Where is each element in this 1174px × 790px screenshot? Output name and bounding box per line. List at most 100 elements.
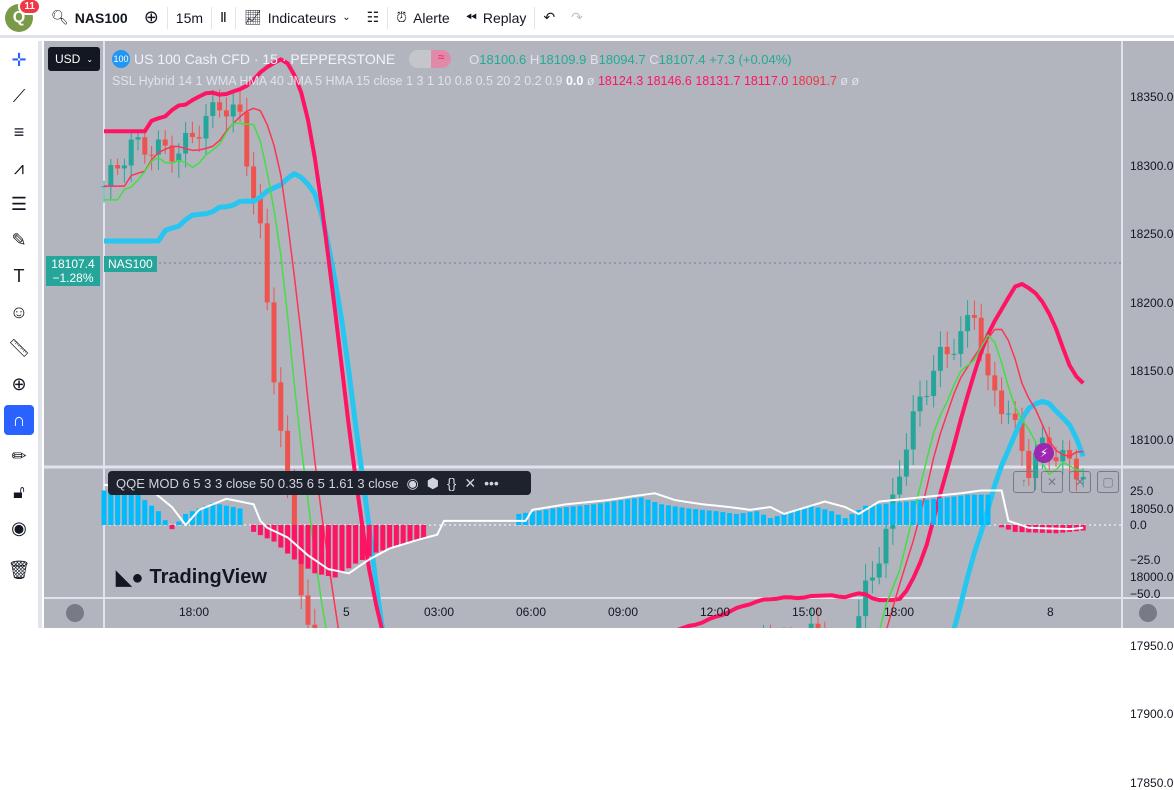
qqe-histogram-bar: [985, 494, 991, 525]
qqe-histogram-bar: [115, 492, 121, 525]
qqe-histogram-bar: [863, 505, 869, 525]
candle-body: [128, 139, 134, 166]
qqe-histogram-bar: [359, 525, 365, 560]
chart-area[interactable]: USD ⌄ 100 US 100 Cash CFD · 15 · PEPPERST…: [44, 41, 1174, 790]
delete-pane-button[interactable]: ✕: [1069, 471, 1091, 493]
notification-badge: 11: [18, 0, 41, 15]
currency-button[interactable]: USD ⌄: [48, 47, 100, 71]
magnet-tool[interactable]: ∩: [4, 405, 34, 435]
chart-type-button[interactable]: Ⅱ: [212, 0, 235, 37]
ssl-label[interactable]: SSL Hybrid 14 1 WMA HMA 40 JMA 5 HMA 15 …: [112, 74, 563, 88]
candle-body: [189, 132, 195, 138]
qqe-histogram-bar: [638, 497, 644, 525]
replay-button[interactable]: ⏪︎ Replay: [458, 0, 535, 37]
qqe-histogram-bar: [829, 511, 835, 525]
qqe-histogram-bar: [958, 495, 964, 525]
pattern-tool[interactable]: ⩘: [13, 157, 25, 178]
eye-icon[interactable]: ◉: [406, 474, 419, 491]
layouts-button[interactable]: ☷: [359, 0, 388, 37]
fib-tool[interactable]: ☰: [10, 193, 28, 214]
qqe-histogram-bar: [176, 521, 182, 525]
qqe-histogram-bar: [380, 525, 386, 551]
qqe-histogram-bar: [815, 507, 821, 525]
qqe-histogram-bar: [155, 511, 161, 525]
compare-button[interactable]: ⊕: [136, 0, 167, 37]
tv-logo-icon: ◣●: [116, 567, 144, 589]
open-value: 18100.6: [479, 51, 527, 67]
qqe-histogram-bar: [162, 520, 168, 525]
qqe-histogram-bar: [183, 513, 189, 525]
undo-button[interactable]: ↶: [535, 0, 563, 37]
qqe-histogram-bar: [346, 525, 352, 569]
maximize-button[interactable]: ▢: [1097, 471, 1119, 493]
ssl-baseline-lower: [104, 171, 1086, 628]
qqe-histogram-bar: [1005, 525, 1011, 530]
interval-button[interactable]: 15m: [168, 0, 211, 37]
qqe-histogram-bar: [733, 513, 739, 525]
qqe-histogram-bar: [101, 490, 107, 525]
move-up-button[interactable]: ↑: [1013, 471, 1035, 493]
close-icon[interactable]: ✕: [464, 474, 477, 491]
qqe-histogram-bar: [618, 500, 624, 525]
channel-tool[interactable]: ≡: [13, 121, 25, 142]
candle-body: [815, 623, 821, 628]
time-tick: 06:00: [516, 605, 547, 619]
alert-button[interactable]: ⏰︎ Alerte: [388, 0, 458, 37]
divider: [166, 6, 168, 29]
brush-tool[interactable]: ✎: [11, 229, 27, 250]
qqe-histogram-bar: [570, 506, 576, 525]
qqe-histogram-bar: [557, 507, 563, 525]
candle-body: [237, 104, 243, 112]
redo-button[interactable]: ↷: [563, 0, 591, 37]
candle-body: [217, 102, 223, 111]
crosshair-tool[interactable]: ✛: [11, 49, 27, 70]
candle-body: [869, 577, 875, 581]
qqe-label[interactable]: QQE MOD 6 5 3 3 close 50 0.35 6 5 1.61 3…: [116, 475, 399, 491]
qqe-histogram-bar: [169, 525, 175, 530]
candle-body: [1067, 450, 1073, 459]
ruler-tool[interactable]: 📏︎: [7, 337, 31, 358]
candle-body: [944, 346, 950, 355]
qqe-histogram-bar: [897, 502, 903, 525]
indicators-button[interactable]: 📈︎ Indicateurs ⌄: [236, 0, 359, 37]
lightning-icon[interactable]: ⚡︎: [1034, 443, 1054, 463]
more-icon[interactable]: •••: [484, 475, 499, 491]
alarm-icon: ⏰︎: [396, 9, 408, 25]
candle-body: [1033, 452, 1039, 478]
eye-icon[interactable]: ◉: [11, 517, 27, 538]
candle-body: [1080, 476, 1086, 480]
text-tool[interactable]: T: [13, 265, 25, 286]
lock-icon[interactable]: 🔓︎: [13, 481, 25, 502]
candles-icon: Ⅱ: [220, 9, 227, 25]
candle-body: [1060, 450, 1066, 462]
chart-canvas[interactable]: [44, 41, 1174, 628]
qqe-histogram-bar: [903, 501, 909, 525]
emoji-tool[interactable]: ☺: [9, 301, 29, 322]
ssl-legend: SSL Hybrid 14 1 WMA HMA 40 JMA 5 HMA 15 …: [112, 74, 859, 88]
qqe-histogram-bar: [706, 510, 712, 525]
candle-body: [278, 382, 284, 431]
indicator-toggle[interactable]: ≈: [409, 50, 452, 68]
settings-icon[interactable]: ⬢: [426, 474, 439, 491]
symbol-search-button[interactable]: 🔍︎ NAS100: [43, 0, 136, 37]
price-tick: 18250.0: [1130, 227, 1174, 242]
trash-icon[interactable]: 🗑︎: [7, 559, 31, 580]
user-avatar[interactable]: Q 11: [5, 0, 41, 32]
trendline-tool[interactable]: ⟋: [12, 85, 26, 106]
qqe-histogram-bar: [978, 494, 984, 525]
qqe-histogram-bar: [196, 508, 202, 525]
lock-drawing-tool[interactable]: ✏: [11, 445, 27, 466]
candle-body: [992, 375, 998, 391]
qqe-histogram-bar: [801, 507, 807, 525]
source-code-icon[interactable]: {}: [447, 475, 457, 491]
currency-label: USD: [54, 52, 81, 66]
candle-body: [965, 314, 971, 332]
grid-icon: ☷: [366, 9, 380, 25]
qqe-histogram-bar: [325, 525, 331, 577]
collapse-button[interactable]: ✕: [1041, 471, 1063, 493]
candle-body: [183, 132, 189, 154]
qqe-histogram-bar: [795, 509, 801, 525]
zoom-tool[interactable]: ⊕: [11, 373, 27, 394]
qqe-histogram-bar: [305, 525, 311, 569]
qqe-histogram-bar: [604, 502, 610, 525]
